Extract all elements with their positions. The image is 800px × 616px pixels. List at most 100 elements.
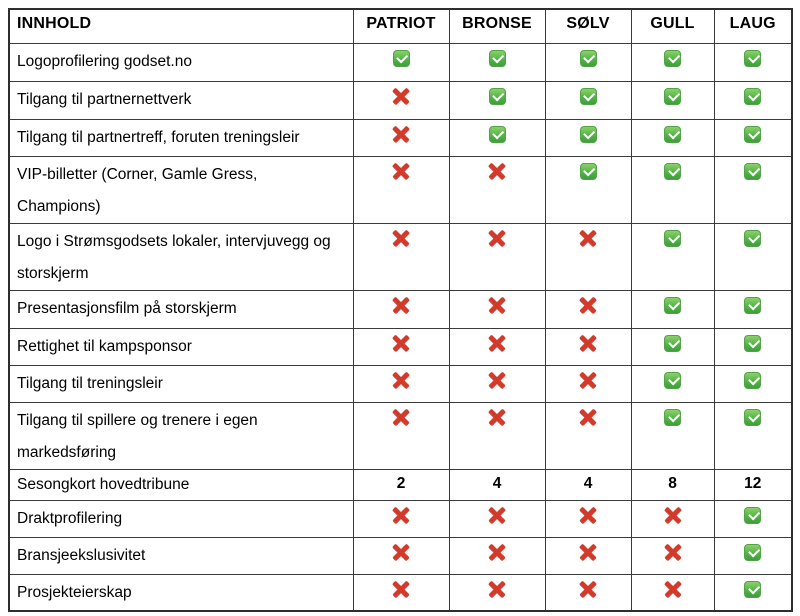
cross-icon [488, 335, 507, 353]
feature-label: Tilgang til spillere og trenere i egen m… [8, 401, 354, 470]
value-cell [448, 42, 546, 82]
value-cell [448, 118, 546, 157]
feature-label: Sesongkort hovedtribune [8, 468, 354, 501]
feature-row: Logoprofilering godset.no [8, 42, 793, 82]
header-laug: LAUG [713, 8, 793, 44]
feature-row: Rettighet til kampsponsor [8, 327, 793, 366]
value-cell [352, 289, 450, 329]
check-icon [744, 580, 762, 598]
feature-row: Tilgang til spillere og trenere i egen m… [8, 401, 793, 470]
cross-icon [579, 297, 598, 315]
value-cell [544, 499, 632, 538]
value-cell [448, 536, 546, 575]
value-cell [713, 573, 793, 612]
check-icon [744, 87, 762, 105]
value-cell [713, 536, 793, 575]
check-icon [579, 87, 597, 105]
value-cell [544, 327, 632, 366]
value-cell [352, 118, 450, 157]
value-cell [544, 573, 632, 612]
value-cell [448, 499, 546, 538]
value-cell [544, 364, 632, 403]
check-icon [744, 334, 762, 352]
feature-label: Tilgang til treningsleir [8, 364, 354, 403]
pricing-table: INNHOLD PATRIOT BRONSE SØLV GULL LAUG Lo… [8, 8, 793, 612]
check-icon [579, 162, 597, 180]
check-icon [664, 296, 681, 314]
feature-row: Logo i Strømsgodsets lokaler, intervjuve… [8, 222, 793, 291]
value-cell [713, 327, 793, 366]
feature-row: Bransjeekslusivitet [8, 536, 793, 575]
value-cell [713, 364, 793, 403]
cross-icon [392, 372, 411, 390]
check-icon [664, 125, 681, 143]
value-cell [630, 289, 715, 329]
table-header-row: INNHOLD PATRIOT BRONSE SØLV GULL LAUG [8, 8, 793, 44]
check-icon [488, 87, 506, 105]
cross-icon [392, 409, 411, 427]
check-icon [664, 229, 681, 247]
feature-row: Tilgang til partnertreff, foruten trenin… [8, 118, 793, 157]
cross-icon [392, 126, 411, 144]
value-cell [448, 289, 546, 329]
cross-icon [663, 544, 682, 562]
feature-label: Presentasjonsfilm på storskjerm [8, 289, 354, 329]
check-icon [744, 408, 762, 426]
value-cell [352, 155, 450, 224]
value-cell [448, 401, 546, 470]
header-bronse: BRONSE [448, 8, 546, 44]
value-cell [352, 42, 450, 82]
value-cell [448, 80, 546, 120]
check-icon [664, 334, 681, 352]
feature-label: Prosjekteierskap [8, 573, 354, 612]
value-cell [448, 222, 546, 291]
feature-label: Logo i Strømsgodsets lokaler, intervjuve… [8, 222, 354, 291]
check-icon [664, 87, 681, 105]
value-cell [352, 401, 450, 470]
value-cell [544, 118, 632, 157]
value-cell [713, 289, 793, 329]
check-icon [579, 49, 597, 67]
cross-icon [488, 372, 507, 390]
check-icon [392, 49, 410, 67]
check-icon [744, 543, 762, 561]
sponsorship-comparison: INNHOLD PATRIOT BRONSE SØLV GULL LAUG Lo… [8, 8, 793, 612]
check-icon [664, 371, 681, 389]
value-cell [544, 155, 632, 224]
check-icon [744, 125, 762, 143]
value-cell [630, 155, 715, 224]
check-icon [744, 296, 762, 314]
feature-label: Logoprofilering godset.no [8, 42, 354, 82]
value-cell [630, 327, 715, 366]
value-cell [630, 118, 715, 157]
value-cell [713, 499, 793, 538]
feature-label: Rettighet til kampsponsor [8, 327, 354, 366]
count-value: 4 [448, 468, 546, 501]
count-value: 4 [544, 468, 632, 501]
value-cell [448, 155, 546, 224]
value-cell [352, 327, 450, 366]
value-cell [630, 536, 715, 575]
value-cell [448, 364, 546, 403]
cross-icon [663, 581, 682, 599]
value-cell [630, 573, 715, 612]
cross-icon [488, 507, 507, 525]
cross-icon [663, 507, 682, 525]
cross-icon [488, 230, 507, 248]
cross-icon [488, 409, 507, 427]
cross-icon [579, 230, 598, 248]
cross-icon [392, 335, 411, 353]
feature-label: Draktprofilering [8, 499, 354, 538]
value-cell [352, 364, 450, 403]
value-cell [630, 80, 715, 120]
value-cell [713, 80, 793, 120]
feature-row: Draktprofilering [8, 499, 793, 538]
value-cell [544, 536, 632, 575]
feature-label: VIP-billetter (Corner, Gamle Gress, Cham… [8, 155, 354, 224]
value-cell [713, 118, 793, 157]
check-icon [744, 506, 762, 524]
cross-icon [488, 297, 507, 315]
cross-icon [579, 335, 598, 353]
cross-icon [579, 581, 598, 599]
feature-row: Sesongkort hovedtribune 2 4 4 8 12 [8, 468, 793, 501]
